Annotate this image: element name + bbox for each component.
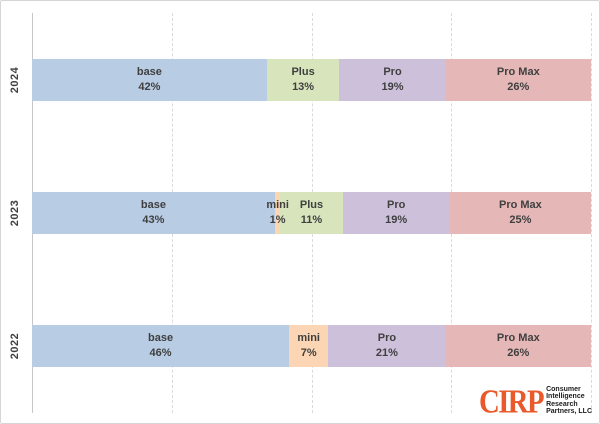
year-label-text: 2023 — [9, 199, 22, 227]
segment-2022-pro-max: Pro Max 26% — [445, 325, 591, 368]
logo-line: Partners, LLC — [546, 408, 592, 416]
cirp-logo-text: CIRP — [479, 381, 545, 420]
segment-label: Pro 19% — [385, 199, 408, 226]
segment-label: Pro Max 26% — [496, 332, 540, 360]
segment-label: Pro 19% — [381, 65, 404, 93]
segment-2024-base: base 42% — [32, 58, 267, 101]
logo-line: Intelligence — [546, 393, 585, 401]
plot-area: base 42% Plus 13% Pro 19% Pro Max 26% base 43% min… — [32, 13, 592, 413]
logo-line: Research — [546, 400, 578, 408]
cirp-logo-subtext: Consumer Intelligence Research Partners,… — [546, 386, 592, 416]
segment-label: base 46% — [148, 332, 174, 360]
segment-2022-pro: Pro 21% — [328, 325, 446, 368]
segment-label: Pro 21% — [375, 332, 398, 360]
segment-2023-pro: Pro 19% — [342, 192, 450, 234]
segment-label: Plus 11% — [299, 199, 324, 226]
segment-2022-mini: mini 7% — [289, 325, 329, 368]
segment-2024-pro-max: Pro Max 26% — [445, 58, 591, 101]
year-label-2024: 2024 — [2, 50, 28, 110]
segment-label: base 42% — [136, 65, 162, 93]
bar-row-2023: base 43% mini 1% Plus 11% Pro 19% Pro Max 25% — [32, 192, 591, 234]
cirp-logo: CIRP Consumer Intelligence Research Part… — [463, 381, 592, 420]
segment-2023-base: base 43% — [32, 192, 275, 234]
segment-label: Plus 13% — [291, 65, 315, 93]
segment-2024-plus: Plus 13% — [266, 58, 340, 101]
segment-label: Pro Max 26% — [496, 65, 540, 93]
year-label-text: 2022 — [9, 333, 22, 360]
year-label-text: 2024 — [9, 66, 22, 93]
segment-2023-plus: Plus 11% — [280, 192, 343, 234]
bar-row-2024: base 42% Plus 13% Pro 19% Pro Max 26% — [32, 58, 591, 101]
segment-2023-mini: mini 1% — [266, 192, 289, 234]
segment-label: mini 1% — [266, 199, 289, 226]
segment-label: Pro Max 25% — [499, 199, 542, 226]
logo-line: Consumer — [546, 385, 581, 393]
bar-row-2022: base 46% mini 7% Pro 21% Pro Max 26% — [32, 325, 591, 368]
segment-label: mini 7% — [297, 332, 320, 360]
year-label-2022: 2022 — [2, 316, 28, 376]
segment-2024-pro: Pro 19% — [339, 58, 446, 101]
segment-label: base 43% — [140, 199, 166, 226]
year-label-2023: 2023 — [2, 183, 28, 243]
segment-2022-base: base 46% — [32, 325, 290, 368]
segment-2023-pro-max: Pro Max 25% — [449, 192, 591, 234]
gridline-100-percent — [591, 13, 592, 413]
